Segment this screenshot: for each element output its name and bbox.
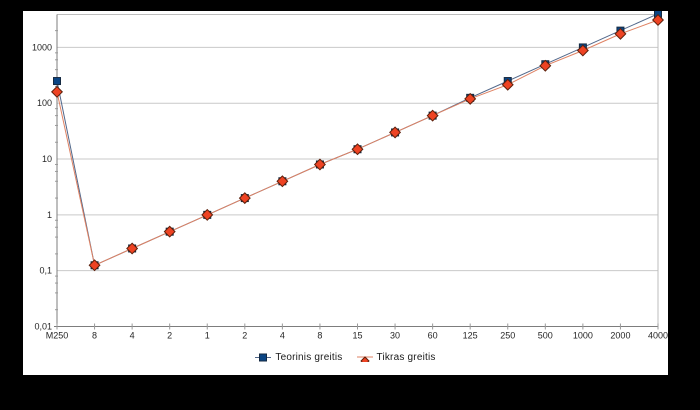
y-axis-label: 100 (37, 98, 52, 108)
x-axis-label: 4 (280, 331, 285, 341)
x-axis-label: 15 (352, 331, 362, 341)
x-axis-label: 4000 (648, 331, 668, 341)
data-point-marker (163, 225, 176, 238)
series-line (56, 13, 659, 267)
data-point-marker (576, 44, 589, 57)
x-axis-label: 30 (390, 331, 400, 341)
chart-area: 1000 100 10 1 0,1 0,01 M250 8 4 2 1 2 4 8 15 30 60 125 250… (23, 11, 668, 375)
x-axis-label: M250 (46, 331, 69, 341)
data-point-marker (351, 143, 364, 156)
x-axis-label: 1 (205, 331, 210, 341)
y-axis-label: 10 (42, 154, 52, 164)
data-point-marker (389, 126, 402, 139)
data-point-marker (464, 92, 477, 105)
data-point-marker (614, 27, 627, 40)
x-axis-label: 8 (317, 331, 322, 341)
legend-marker-diamond-icon (356, 356, 373, 362)
legend-label-tikras: Tikras greitis (376, 351, 436, 363)
data-point-marker (539, 59, 552, 72)
y-axis-label: 1 (47, 210, 52, 220)
x-axis-label: 2 (167, 331, 172, 341)
x-axis-label: 8 (92, 331, 97, 341)
data-point-marker (53, 77, 61, 86)
data-point-marker (238, 192, 251, 205)
x-axis-label: 2 (242, 331, 247, 341)
legend-item-teorinis: Teorinis greitis (255, 352, 342, 363)
legend-marker-square-icon (255, 353, 272, 361)
series-line (56, 19, 659, 267)
data-point-marker (126, 242, 139, 255)
data-point-marker (88, 259, 101, 272)
data-point-marker (276, 175, 289, 188)
x-axis-label: 250 (500, 331, 515, 341)
data-point-marker (651, 13, 665, 27)
x-axis-label: 4 (130, 331, 135, 341)
data-point-marker (426, 109, 439, 122)
legend-label-teorinis: Teorinis greitis (275, 351, 343, 363)
data-point-marker (201, 208, 214, 221)
legend-item-tikras: Tikras greitis (356, 351, 436, 363)
x-axis-label: 125 (463, 331, 478, 341)
y-axis-label: 0,1 (39, 266, 52, 276)
data-point-marker (501, 78, 514, 91)
x-axis-label: 1000 (573, 331, 593, 341)
x-axis-label: 60 (428, 331, 438, 341)
data-point-marker (313, 158, 326, 171)
y-axis-label: 0,01 (34, 322, 52, 332)
data-point-marker (50, 85, 64, 98)
y-axis-label: 1000 (32, 42, 52, 52)
x-axis-label: 2000 (610, 331, 630, 341)
legend: Teorinis greitis Tikras greitis (23, 349, 668, 365)
x-axis-label: 500 (538, 331, 553, 341)
